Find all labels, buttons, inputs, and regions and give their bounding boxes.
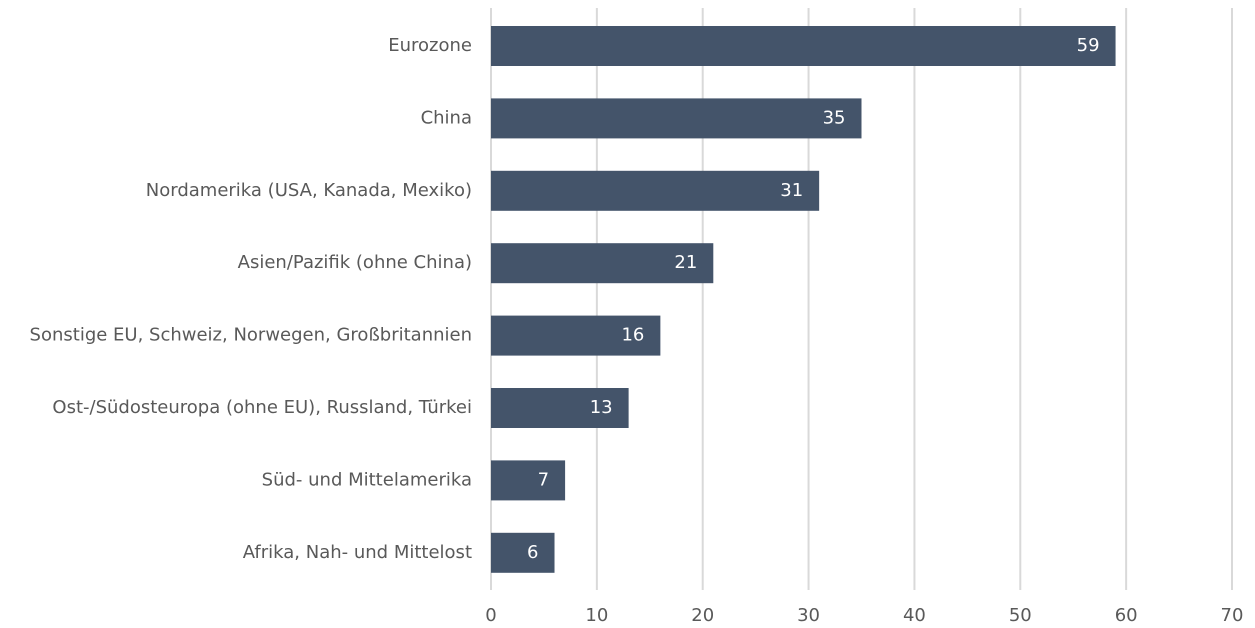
category-label: China [421, 107, 472, 128]
value-label: 59 [1077, 35, 1100, 56]
category-label: Eurozone [388, 35, 472, 56]
category-label: Asien/Pazifik (ohne China) [238, 252, 472, 273]
value-label: 31 [780, 180, 803, 201]
bar [491, 460, 566, 501]
value-label: 21 [674, 252, 697, 273]
category-label: Afrika, Nah- und Mittelost [243, 542, 472, 563]
x-tick-label: 40 [903, 605, 926, 626]
x-tick-label: 20 [691, 605, 714, 626]
bar [491, 243, 714, 284]
x-tick-label: 60 [1115, 605, 1138, 626]
value-label: 16 [621, 325, 644, 346]
x-tick-label: 70 [1221, 605, 1244, 626]
category-label: Ost-/Südosteuropa (ohne EU), Russland, T… [52, 397, 472, 418]
value-label: 6 [527, 542, 538, 563]
bar [491, 98, 862, 139]
category-label: Nordamerika (USA, Kanada, Mexiko) [146, 180, 472, 201]
x-tick-label: 0 [485, 605, 496, 626]
x-tick-label: 10 [585, 605, 608, 626]
category-label: Süd- und Mittelamerika [262, 469, 472, 490]
value-label: 7 [538, 469, 549, 490]
bar [491, 26, 1116, 66]
bar [491, 388, 629, 428]
bar [491, 170, 820, 211]
value-label: 13 [590, 397, 613, 418]
bar [491, 315, 661, 356]
x-tick-label: 50 [1009, 605, 1032, 626]
value-label: 35 [823, 107, 846, 128]
bar [491, 532, 555, 573]
x-tick-label: 30 [797, 605, 820, 626]
category-label: Sonstige EU, Schweiz, Norwegen, Großbrit… [30, 325, 472, 346]
